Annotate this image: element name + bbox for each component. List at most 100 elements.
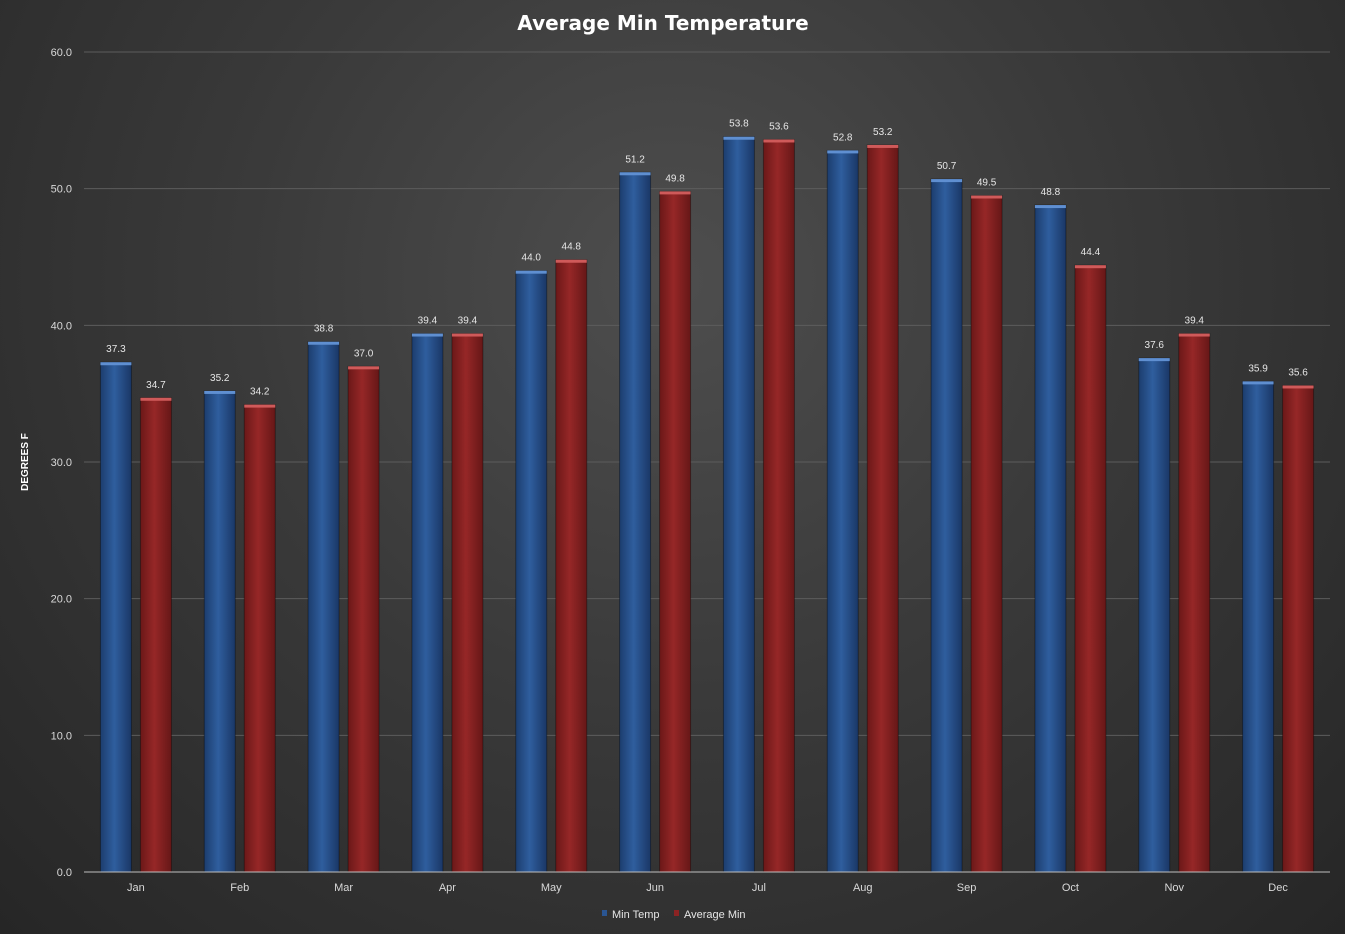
data-labels: 37.3 34.7 35.2 34.2 38.8 37.0 39.4 39.4 44.0 44.8… — [106, 119, 1308, 398]
bar-cap — [971, 195, 1003, 199]
data-label: 49.5 — [977, 178, 997, 189]
legend-entry: Average Min — [684, 909, 746, 921]
bar-average-min-oct — [1074, 264, 1107, 873]
data-label: 53.6 — [769, 121, 789, 132]
y-axis-ticks: 0.0 10.0 20.0 30.0 40.0 50.0 60.0 — [51, 47, 72, 879]
bar-min-temp-apr — [411, 333, 444, 873]
gridlines — [84, 51, 1330, 736]
data-label: 53.8 — [729, 119, 749, 130]
data-label: 34.2 — [250, 387, 270, 398]
bar-cap — [723, 136, 755, 140]
bar-min-temp-nov — [1138, 357, 1171, 873]
x-tick-label: Oct — [1062, 882, 1079, 894]
x-tick-label: Apr — [439, 882, 456, 894]
bar-min-temp-jul — [722, 136, 755, 873]
bar-average-min-jan — [139, 397, 172, 873]
data-label: 37.6 — [1145, 340, 1165, 351]
y-tick-label: 20.0 — [51, 594, 72, 606]
data-label: 52.8 — [833, 132, 853, 143]
y-tick-label: 50.0 — [51, 184, 72, 196]
bar-average-min-feb — [243, 404, 276, 873]
bar-cap — [1138, 358, 1170, 362]
x-tick-label: Sep — [957, 882, 977, 894]
bar-cap — [515, 270, 547, 274]
bar-cap — [555, 259, 587, 263]
bar-average-min-nov — [1178, 333, 1211, 873]
bar-cap — [867, 144, 899, 148]
y-tick-label: 10.0 — [51, 730, 72, 742]
bar-average-min-aug — [866, 144, 899, 873]
data-label: 53.2 — [873, 127, 893, 138]
bar-average-min-sep — [970, 195, 1003, 873]
data-label: 51.2 — [625, 154, 645, 165]
bar-cap — [411, 333, 443, 337]
bar-average-min-dec — [1282, 384, 1315, 873]
bar-cap — [244, 404, 276, 408]
x-tick-label: May — [541, 882, 562, 894]
data-label: 44.0 — [522, 253, 542, 264]
bar-cap — [1178, 333, 1210, 337]
legend: Min Temp Average Min — [602, 909, 746, 921]
bar-cap — [763, 139, 795, 143]
bar-min-temp-may — [515, 270, 548, 873]
x-axis-ticks: Jan Feb Mar Apr May Jun Jul Aug Sep Oct Nov Dec — [127, 882, 1288, 894]
x-tick-label: Jun — [646, 882, 664, 894]
data-label: 37.3 — [106, 344, 126, 355]
bar-min-temp-feb — [203, 390, 236, 873]
x-tick-label: Nov — [1164, 882, 1184, 894]
bar-min-temp-aug — [826, 149, 859, 873]
data-label: 34.7 — [146, 380, 166, 391]
bar-min-temp-oct — [1034, 204, 1067, 873]
bar-cap — [1242, 381, 1274, 385]
bar-cap — [659, 191, 691, 195]
bar-cap — [619, 172, 651, 176]
bar-min-temp-mar — [307, 341, 340, 873]
legend-entry: Min Temp — [612, 909, 659, 921]
bar-min-temp-sep — [930, 178, 963, 873]
x-tick-label: Aug — [853, 882, 873, 894]
data-label: 50.7 — [937, 161, 957, 172]
bar-cap — [827, 150, 859, 154]
bar-average-min-jun — [659, 190, 692, 873]
bar-average-min-apr — [451, 333, 484, 873]
y-tick-label: 0.0 — [57, 867, 72, 879]
data-label: 39.4 — [1185, 316, 1205, 327]
bar-cap — [140, 397, 172, 401]
y-axis-label: DEGREES F — [20, 433, 31, 491]
bar-min-temp-jan — [99, 361, 132, 873]
bar-cap — [931, 179, 963, 183]
data-label: 39.4 — [418, 316, 438, 327]
legend-swatch — [674, 910, 679, 916]
x-tick-label: Dec — [1268, 882, 1288, 894]
bar-cap — [451, 333, 483, 337]
y-tick-label: 60.0 — [51, 47, 72, 59]
bar-cap — [1282, 385, 1314, 389]
data-label: 35.9 — [1248, 363, 1268, 374]
bars — [99, 136, 1315, 873]
bar-cap — [204, 390, 236, 394]
bar-cap — [348, 366, 380, 370]
data-label: 37.0 — [354, 348, 374, 359]
x-tick-label: Jan — [127, 882, 145, 894]
data-label: 49.8 — [665, 173, 685, 184]
x-tick-label: Jul — [752, 882, 766, 894]
x-tick-label: Feb — [230, 882, 249, 894]
y-tick-label: 40.0 — [51, 320, 72, 332]
y-tick-label: 30.0 — [51, 457, 72, 469]
data-label: 44.4 — [1081, 247, 1101, 258]
bar-cap — [308, 341, 340, 345]
data-label: 35.6 — [1288, 367, 1308, 378]
data-label: 35.2 — [210, 373, 230, 384]
bar-cap — [100, 362, 132, 366]
data-label: 44.8 — [562, 242, 582, 253]
bar-average-min-may — [555, 259, 588, 873]
data-label: 39.4 — [458, 316, 478, 327]
bar-cap — [1034, 205, 1066, 209]
bar-min-temp-dec — [1242, 380, 1275, 873]
data-label: 48.8 — [1041, 187, 1061, 198]
bar-min-temp-jun — [619, 171, 652, 873]
legend-swatch — [602, 910, 607, 916]
bar-average-min-mar — [347, 365, 380, 873]
x-tick-label: Mar — [334, 882, 353, 894]
